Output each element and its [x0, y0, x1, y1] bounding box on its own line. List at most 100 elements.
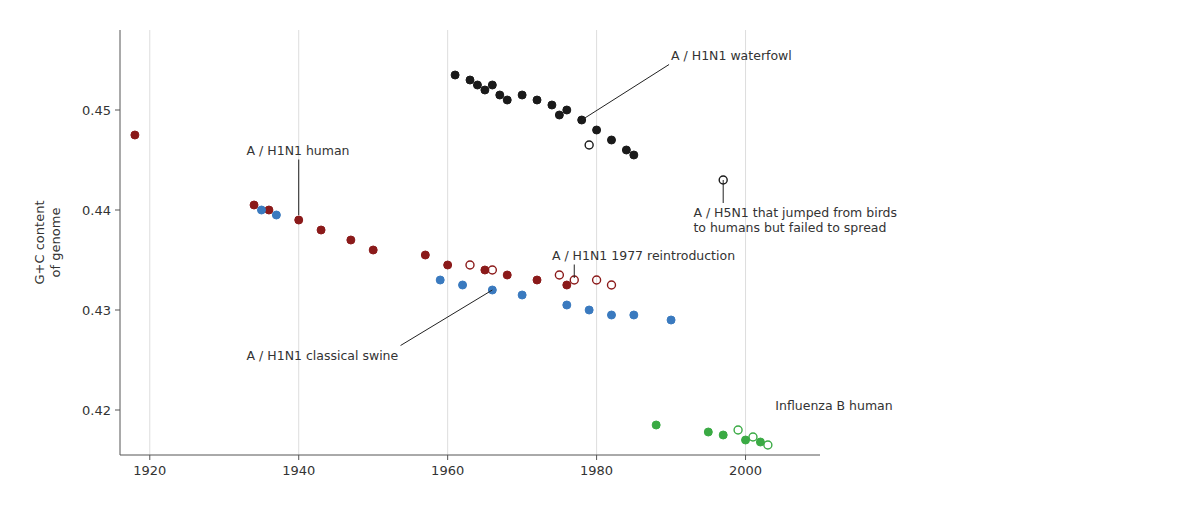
point: [488, 81, 496, 89]
annotation-line-text: A / H1N1 waterfowl: [671, 48, 792, 63]
annotation-line-text: A / H1N1 1977 reintroduction: [552, 248, 735, 263]
point: [272, 211, 280, 219]
y-tick: [115, 310, 120, 311]
point: [622, 146, 630, 154]
point: [749, 433, 757, 441]
point: [369, 246, 377, 254]
annotation-connector: [401, 290, 493, 346]
point: [533, 276, 541, 284]
point: [667, 316, 675, 324]
point: [295, 216, 303, 224]
x-axis-line: [120, 455, 820, 456]
point: [518, 91, 526, 99]
point: [704, 428, 712, 436]
point: [131, 131, 139, 139]
y-tick: [115, 210, 120, 211]
y-tick-label: 0.43: [82, 303, 111, 318]
annotation: Influenza B human: [775, 398, 892, 413]
annotation: A / H1N1 1977 reintroduction: [552, 248, 735, 263]
point: [444, 261, 452, 269]
point: [563, 281, 571, 289]
point: [503, 96, 511, 104]
series: [652, 421, 764, 446]
point: [630, 151, 638, 159]
y-tick: [115, 110, 120, 111]
y-tick-label: 0.44: [82, 203, 111, 218]
point: [593, 276, 601, 284]
axes: 1920 1940 1960 1980 2000 0.42 0.43 0.44 0.45: [82, 30, 820, 478]
point: [496, 91, 504, 99]
y-tick: [115, 410, 120, 411]
series: [734, 426, 772, 449]
point: [719, 431, 727, 439]
y-axis-label-line: G+C content: [32, 201, 47, 285]
point: [473, 81, 481, 89]
point: [555, 271, 563, 279]
point: [481, 86, 489, 94]
y-axis-line: [120, 30, 121, 455]
annotation-line-text: to humans but failed to spread: [693, 220, 886, 235]
annotations: A / H1N1 human A / H1N1 classical swine A …: [247, 48, 897, 413]
x-tick-label: 1980: [580, 463, 613, 478]
point: [459, 281, 467, 289]
annotation: A / H1N1 human: [247, 143, 350, 158]
grid-line: [149, 30, 150, 455]
x-tick-label: 1920: [133, 463, 166, 478]
annotation: A / H5N1 that jumped from birdsto humans…: [693, 205, 897, 235]
point: [563, 106, 571, 114]
x-tick: [298, 455, 299, 460]
grid-line: [745, 30, 746, 455]
annotation: A / H1N1 classical swine: [247, 348, 399, 363]
point: [593, 126, 601, 134]
x-tick-label: 1960: [431, 463, 464, 478]
annotation-line-text: A / H1N1 classical swine: [247, 348, 399, 363]
series: [131, 131, 571, 289]
point: [607, 136, 615, 144]
point: [533, 96, 541, 104]
grid: [150, 30, 746, 455]
points: [131, 71, 772, 449]
annotation-line-text: A / H1N1 human: [247, 143, 350, 158]
annotation-connector: [723, 180, 724, 203]
point: [488, 266, 496, 274]
series: [466, 261, 615, 289]
point: [317, 226, 325, 234]
point: [466, 261, 474, 269]
grid-line: [298, 30, 299, 455]
y-axis-label-line: of genome: [48, 208, 63, 278]
point: [347, 236, 355, 244]
point: [265, 206, 273, 214]
point: [630, 311, 638, 319]
point: [585, 306, 593, 314]
point: [421, 251, 429, 259]
x-tick: [149, 455, 150, 460]
point: [436, 276, 444, 284]
y-tick-label: 0.42: [82, 403, 111, 418]
annotation-line-text: A / H5N1 that jumped from birds: [693, 205, 897, 220]
series: [451, 71, 638, 159]
x-tick-label: 1940: [282, 463, 315, 478]
point: [503, 271, 511, 279]
point: [585, 141, 593, 149]
point: [257, 206, 265, 214]
point: [250, 201, 258, 209]
x-tick: [447, 455, 448, 460]
point: [734, 426, 742, 434]
point: [652, 421, 660, 429]
series: [585, 141, 727, 184]
point: [607, 281, 615, 289]
annotation-connector: [582, 65, 669, 121]
x-tick-label: 2000: [729, 463, 762, 478]
annotation-line-text: Influenza B human: [775, 398, 892, 413]
x-tick: [745, 455, 746, 460]
point: [607, 311, 615, 319]
point: [563, 301, 571, 309]
point: [466, 76, 474, 84]
annotation-connector: [574, 265, 575, 279]
y-tick-label: 0.45: [82, 103, 111, 118]
annotation: A / H1N1 waterfowl: [671, 48, 792, 63]
point: [451, 71, 459, 79]
grid-line: [447, 30, 448, 455]
grid-line: [596, 30, 597, 455]
point: [764, 441, 772, 449]
